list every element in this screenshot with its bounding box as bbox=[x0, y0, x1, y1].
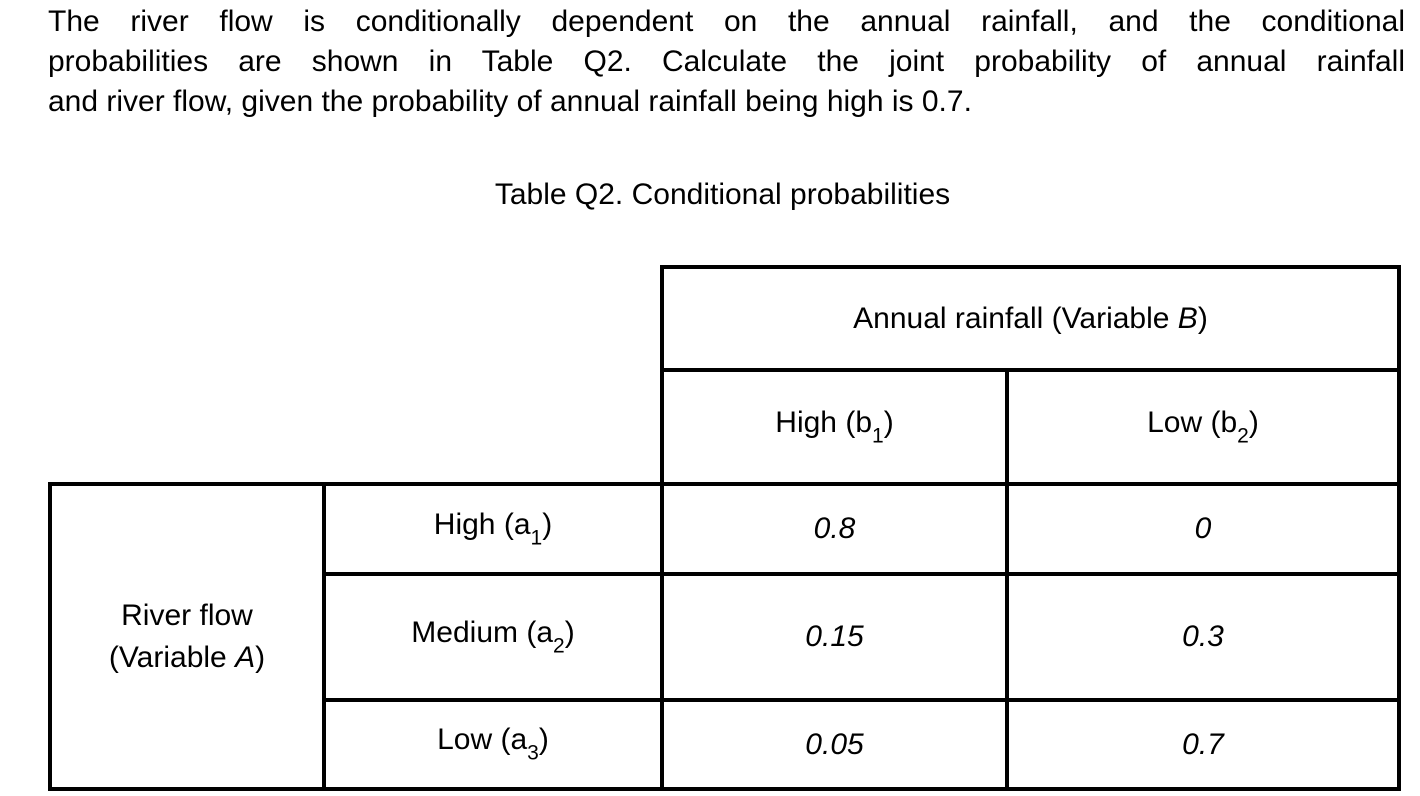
row-label-medium-a2: Medium (a2) bbox=[322, 572, 664, 702]
row-label-high-a1: High (a1) bbox=[322, 482, 664, 576]
row-label-low-a3-text: Low (a bbox=[437, 723, 528, 757]
row-group-line1: River flow bbox=[121, 598, 253, 632]
question-line-1: The river flow is conditionally dependen… bbox=[48, 5, 1405, 38]
col-header-high-b1: High (b1) bbox=[660, 368, 1009, 486]
row-group-river-flow: River flow (Variable A) bbox=[48, 482, 326, 791]
row-group-line2: (Variable A) bbox=[54, 637, 320, 679]
value-a1-b1: 0.8 bbox=[660, 482, 1009, 576]
row-label-high-a1-subscript: 1 bbox=[530, 526, 543, 550]
conditional-probability-table: Annual rainfall (Variable B) High (b1) L… bbox=[48, 265, 1401, 791]
empty-region-subheader-left bbox=[50, 370, 662, 484]
empty-region-top-left bbox=[50, 267, 662, 370]
value-a2-b1: 0.15 bbox=[660, 572, 1009, 702]
col-header-low-b2-text: Low (b bbox=[1147, 405, 1238, 439]
col-header-high-b1-text: High (b bbox=[775, 405, 873, 439]
col-header-low-b2-subscript: 2 bbox=[1237, 424, 1249, 448]
col-header-low-b2-close: ) bbox=[1248, 405, 1259, 439]
col-header-low-b2: Low (b2) bbox=[1005, 368, 1401, 486]
variable-b-symbol: B bbox=[1177, 301, 1198, 335]
value-a2-b2: 0.3 bbox=[1005, 572, 1401, 702]
group-header-close: ) bbox=[1197, 301, 1208, 335]
row-label-medium-a2-subscript: 2 bbox=[553, 634, 565, 658]
table-caption: Table Q2. Conditional probabilities bbox=[494, 178, 951, 211]
question-line-3: and river flow, given the probability of… bbox=[48, 85, 972, 118]
row-group-line2-text: (Variable bbox=[108, 640, 236, 674]
row-label-low-a3-subscript: 3 bbox=[527, 741, 539, 765]
question-line-2: probabilities are shown in Table Q2. Cal… bbox=[48, 45, 1405, 78]
question-paragraph: The river flow is conditionally dependen… bbox=[48, 2, 1405, 122]
group-header-text: Annual rainfall (Variable bbox=[853, 301, 1178, 335]
row-label-low-a3: Low (a3) bbox=[322, 698, 664, 791]
col-header-high-b1-close: ) bbox=[883, 405, 894, 439]
group-header-annual-rainfall: Annual rainfall (Variable B) bbox=[660, 265, 1401, 372]
row-group-line2-close: ) bbox=[255, 640, 266, 674]
row-label-high-a1-close: ) bbox=[542, 507, 553, 541]
row-label-medium-a2-close: ) bbox=[564, 615, 575, 649]
variable-a-symbol: A bbox=[235, 640, 256, 674]
col-header-high-b1-subscript: 1 bbox=[872, 424, 884, 448]
row-label-low-a3-close: ) bbox=[538, 723, 549, 757]
row-label-high-a1-text: High (a bbox=[433, 507, 531, 541]
value-a3-b1: 0.05 bbox=[660, 698, 1009, 791]
value-a3-b2: 0.7 bbox=[1005, 698, 1401, 791]
value-a1-b2: 0 bbox=[1005, 482, 1401, 576]
row-label-medium-a2-text: Medium (a bbox=[411, 615, 554, 649]
